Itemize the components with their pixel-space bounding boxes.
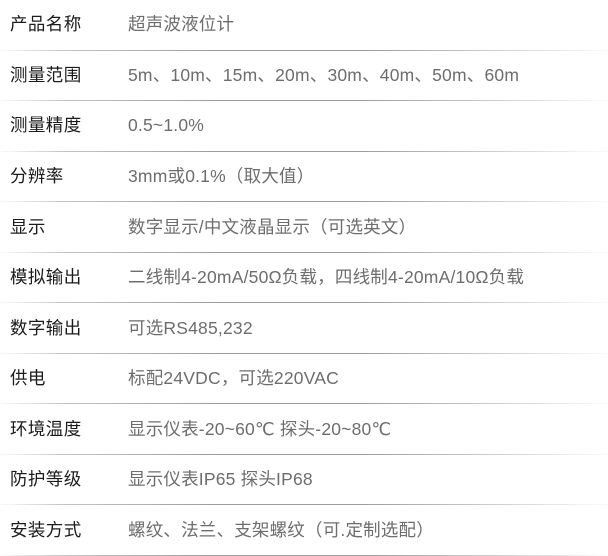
table-row: 模拟输出 二线制4-20mA/50Ω负载，四线制4-20mA/10Ω负载 <box>0 253 608 304</box>
table-row: 防护等级 显示仪表IP65 探头IP68 <box>0 455 608 506</box>
spec-value: 标配24VDC，可选220VAC <box>128 368 339 389</box>
table-row: 测量精度 0.5~1.0% <box>0 101 608 152</box>
spec-label: 环境温度 <box>10 418 82 439</box>
spec-label: 数字输出 <box>10 317 82 338</box>
table-row: 产品名称 超声波液位计 <box>0 0 608 51</box>
spec-label: 模拟输出 <box>10 267 82 288</box>
spec-label: 供电 <box>10 368 46 389</box>
spec-label: 显示 <box>10 216 46 237</box>
spec-value: 螺纹、法兰、支架螺纹（可.定制选配） <box>128 519 434 540</box>
spec-value: 5m、10m、15m、20m、30m、40m、50m、60m <box>128 64 520 85</box>
spec-value: 0.5~1.0% <box>128 115 205 136</box>
table-row: 安装方式 螺纹、法兰、支架螺纹（可.定制选配） <box>0 505 608 556</box>
spec-value: 3mm或0.1%（取大值） <box>128 165 315 186</box>
spec-label: 分辨率 <box>10 165 64 186</box>
spec-label: 防护等级 <box>10 469 82 490</box>
spec-label: 产品名称 <box>10 14 82 35</box>
table-row: 显示 数字显示/中文液晶显示（可选英文） <box>0 202 608 253</box>
table-row: 环境温度 显示仪表-20~60℃ 探头-20~80℃ <box>0 404 608 455</box>
spec-label: 测量范围 <box>10 64 82 85</box>
table-row: 分辨率 3mm或0.1%（取大值） <box>0 152 608 203</box>
spec-value: 数字显示/中文液晶显示（可选英文） <box>128 216 417 237</box>
spec-label: 测量精度 <box>10 115 82 136</box>
spec-value: 二线制4-20mA/50Ω负载，四线制4-20mA/10Ω负载 <box>128 267 525 288</box>
spec-value: 可选RS485,232 <box>128 317 253 338</box>
spec-value: 显示仪表-20~60℃ 探头-20~80℃ <box>128 418 392 439</box>
table-row: 测量范围 5m、10m、15m、20m、30m、40m、50m、60m <box>0 51 608 102</box>
spec-value: 超声波液位计 <box>128 14 235 35</box>
table-row: 数字输出 可选RS485,232 <box>0 303 608 354</box>
table-row: 供电 标配24VDC，可选220VAC <box>0 354 608 405</box>
spec-value: 显示仪表IP65 探头IP68 <box>128 469 313 490</box>
spec-label: 安装方式 <box>10 519 82 540</box>
